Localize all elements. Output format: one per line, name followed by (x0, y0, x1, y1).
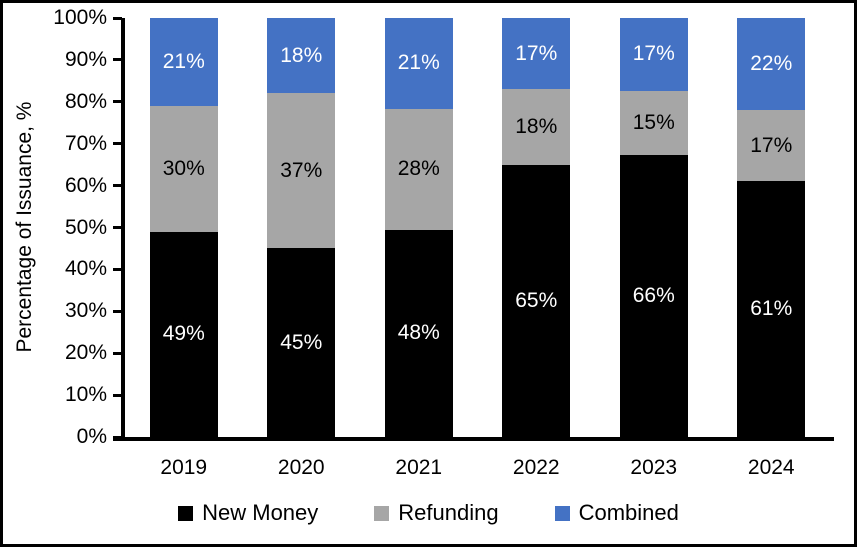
bar-segment-new-money: 61% (737, 181, 806, 437)
y-tick-label: 30% (64, 299, 107, 323)
legend-item-combined: Combined (554, 500, 679, 526)
x-category-label-2020: 2020 (277, 456, 325, 479)
y-tick-mark (113, 226, 122, 229)
bar-segment-label: 17% (632, 42, 675, 66)
legend-swatch-icon (178, 505, 194, 521)
y-tick-label: 70% (64, 131, 107, 155)
stacked-bar-2022: 65% 18% 17% (502, 18, 571, 437)
bar-segment-label: 18% (515, 114, 558, 138)
bar-segment-label: 30% (162, 156, 205, 180)
y-tick-label: 0% (76, 425, 107, 448)
y-tick-label: 20% (64, 341, 107, 365)
bar-segment-refunding: 28% (384, 108, 453, 230)
y-tick-mark (113, 184, 122, 188)
y-tick-label: 40% (64, 257, 107, 281)
bar-segment-label: 66% (632, 283, 675, 307)
y-axis-line (121, 18, 125, 441)
y-tick-label: 10% (64, 383, 107, 407)
x-category-label-2023: 2023 (630, 456, 678, 479)
y-tick-label: 60% (64, 173, 107, 197)
bar-segment-label: 45% (280, 330, 323, 354)
bar-segment-label: 49% (162, 322, 205, 346)
legend-swatch-icon (554, 505, 570, 521)
bar-column-2019: 49% 30% 21% (125, 18, 243, 437)
y-tick-mark (113, 58, 122, 62)
x-axis-line (113, 437, 834, 441)
stacked-bar-2021: 48% 28% 21% (384, 18, 453, 437)
bar-column-2023: 66% 15% 17% (595, 18, 713, 437)
bar-segment-refunding: 37% (267, 93, 336, 249)
y-tick-mark (113, 351, 122, 355)
y-tick-mark (113, 267, 122, 271)
y-tick-mark (113, 142, 122, 146)
y-tick-mark (113, 309, 122, 313)
bar-segment-refunding: 18% (502, 89, 571, 165)
legend-label: Refunding (398, 500, 499, 525)
bar-segment-combined: 21% (384, 18, 453, 109)
legend: New Money Refunding Combined (3, 500, 854, 526)
y-tick-mark (113, 16, 122, 20)
bar-segment-label: 21% (162, 50, 205, 73)
y-tick-label: 100% (53, 6, 107, 29)
x-category-label-2022: 2022 (512, 456, 560, 479)
bar-segment-label: 17% (515, 41, 558, 65)
bar-segment-label: 61% (750, 297, 793, 321)
bar-segment-refunding: 17% (737, 110, 806, 182)
bar-segment-refunding: 15% (619, 90, 688, 155)
stacked-bar-2019: 49% 30% 21% (149, 18, 218, 437)
y-tick-mark (113, 100, 122, 104)
stacked-bar-2020: 45% 37% 18% (267, 18, 336, 437)
stacked-bar-2024: 61% 17% 22% (737, 18, 806, 437)
legend-label: New Money (202, 500, 319, 525)
bar-segment-combined: 17% (502, 18, 571, 90)
bar-segment-label: 15% (632, 110, 675, 134)
legend-item-new-money: New Money (178, 500, 318, 526)
bar-segment-new-money: 49% (149, 231, 218, 437)
bar-segment-label: 21% (397, 51, 440, 75)
bar-column-2022: 65% 18% 17% (478, 18, 596, 437)
bar-column-2024: 61% 17% 22% (713, 18, 831, 437)
x-category-label-2024: 2024 (747, 456, 795, 479)
bar-segment-combined: 18% (267, 18, 336, 94)
bar-segment-combined: 17% (619, 18, 688, 91)
y-tick-mark (113, 393, 122, 397)
x-category-label-2021: 2021 (395, 456, 443, 479)
plot-area: 49% 30% 21% 45% 37% 18% 48% 28% 21% 65% 18% 17% 66% 1… (125, 18, 830, 437)
bar-segment-new-money: 45% (267, 248, 336, 437)
bar-segment-new-money: 65% (502, 164, 571, 437)
legend-swatch-icon (374, 505, 390, 521)
bar-segment-new-money: 66% (619, 154, 688, 437)
bar-segment-refunding: 30% (149, 106, 218, 232)
bar-segment-combined: 22% (737, 18, 806, 111)
bar-segment-label: 28% (397, 157, 440, 181)
bar-segment-label: 48% (397, 321, 440, 345)
x-category-label-2019: 2019 (160, 456, 208, 479)
y-tick-label: 90% (64, 47, 107, 71)
legend-item-refunding: Refunding (374, 500, 499, 526)
bar-segment-label: 37% (280, 158, 323, 182)
bar-column-2021: 48% 28% 21% (360, 18, 478, 437)
bar-segment-label: 65% (515, 288, 558, 312)
legend-label: Combined (578, 500, 679, 525)
y-tick-label: 50% (64, 215, 107, 239)
bar-column-2020: 45% 37% 18% (243, 18, 361, 437)
bar-segment-label: 17% (750, 133, 793, 157)
bar-segment-label: 18% (280, 43, 323, 67)
y-tick-label: 80% (64, 89, 107, 113)
bar-segment-combined: 21% (149, 18, 218, 106)
stacked-bar-2023: 66% 15% 17% (619, 18, 688, 437)
bar-segment-new-money: 48% (384, 229, 453, 437)
bar-segment-label: 22% (750, 52, 793, 76)
